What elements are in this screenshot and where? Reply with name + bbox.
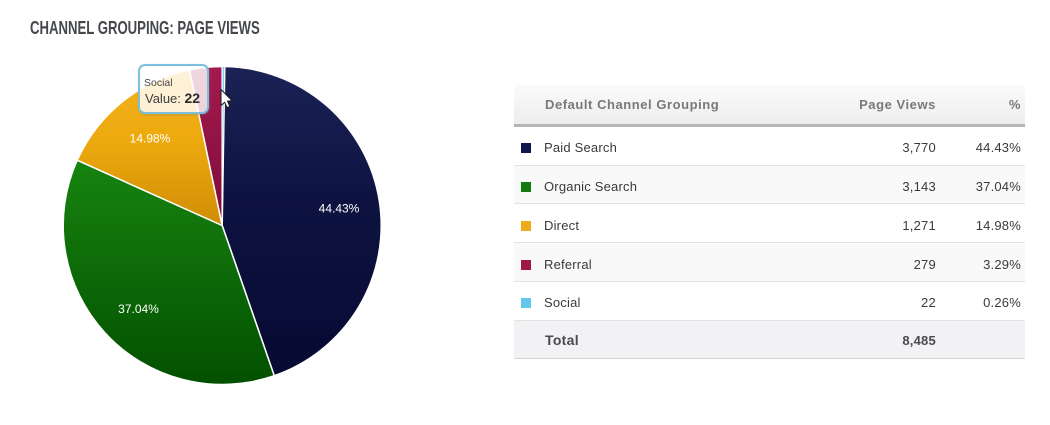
svg-text:14.98%: 14.98% bbox=[130, 131, 171, 145]
svg-text:37.04%: 37.04% bbox=[118, 302, 159, 316]
svg-text:44.43%: 44.43% bbox=[319, 201, 360, 215]
